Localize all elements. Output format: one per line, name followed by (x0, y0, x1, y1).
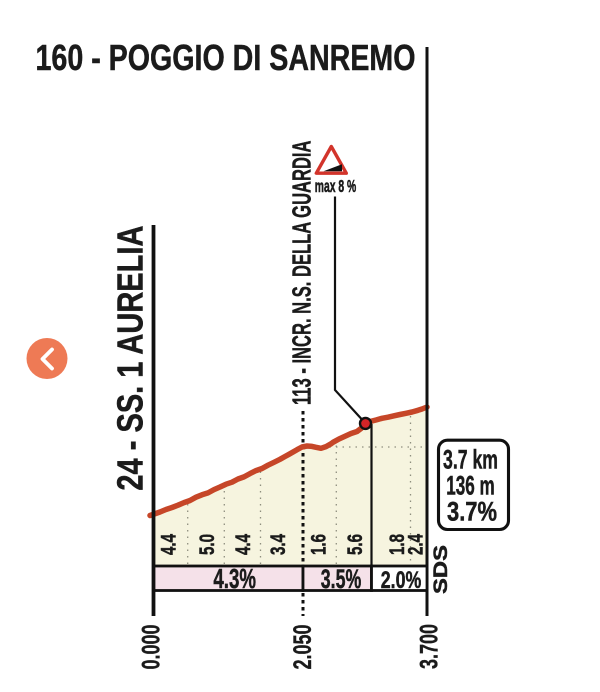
svg-text:1.8: 1.8 (386, 534, 409, 555)
svg-text:4.4: 4.4 (157, 534, 180, 555)
svg-text:5.0: 5.0 (196, 534, 219, 555)
svg-text:4.3%: 4.3% (213, 563, 256, 594)
svg-text:0.000: 0.000 (138, 625, 166, 670)
svg-text:1.6: 1.6 (308, 534, 331, 555)
svg-text:3.700: 3.700 (416, 624, 444, 669)
svg-text:24 - SS. 1 AURELIA: 24 - SS. 1 AURELIA (110, 226, 151, 491)
svg-text:160 - POGGIO DI SANREMO: 160 - POGGIO DI SANREMO (36, 37, 416, 78)
svg-text:3.4: 3.4 (267, 534, 290, 555)
svg-text:2.4: 2.4 (405, 534, 428, 555)
svg-text:2.050: 2.050 (289, 625, 317, 670)
svg-text:3.7%: 3.7% (447, 497, 497, 527)
svg-text:113 - INCR. N.S. DELLA GUARDIA: 113 - INCR. N.S. DELLA GUARDIA (287, 140, 317, 405)
svg-text:SDS: SDS (431, 545, 452, 594)
svg-text:max 8 %: max 8 % (315, 176, 357, 196)
svg-text:5.6: 5.6 (344, 534, 367, 555)
svg-text:136 m: 136 m (446, 471, 495, 501)
svg-text:4.4: 4.4 (232, 534, 255, 555)
svg-text:2.0%: 2.0% (381, 567, 422, 594)
svg-text:3.7 km: 3.7 km (443, 445, 498, 475)
svg-text:3.5%: 3.5% (321, 564, 362, 594)
